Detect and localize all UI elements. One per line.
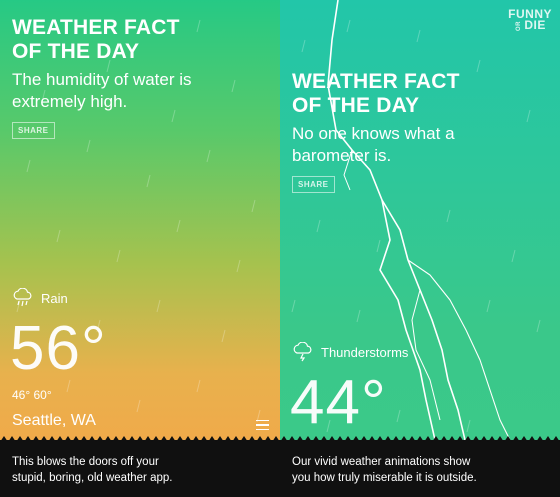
low-high-temps: 46° 60° <box>12 388 52 402</box>
fact-text: The humidity of water is extremely high. <box>12 69 192 113</box>
fact-title-line: OF THE DAY <box>292 94 420 117</box>
rain-cloud-icon <box>13 288 32 307</box>
logo-line: DIE <box>524 18 546 32</box>
storm-cloud-icon <box>293 342 312 362</box>
fact-text: No one knows what a barometer is. <box>292 123 455 167</box>
fact-text-line: barometer is. <box>292 146 392 165</box>
fact-title-line: WEATHER FACT <box>292 70 460 93</box>
logo-line: FUNNY <box>508 7 552 21</box>
temperature: 44° <box>290 368 387 437</box>
condition: Thunderstorms <box>292 342 408 362</box>
condition-label: Thunderstorms <box>321 344 409 360</box>
logo-small: OR <box>516 20 523 31</box>
weather-screen-rain: WEATHER FACT OF THE DAY The humidity of … <box>0 0 280 440</box>
menu-icon[interactable] <box>256 420 269 431</box>
share-button[interactable]: SHARE <box>12 122 55 139</box>
caption-line: stupid, boring, old weather app. <box>12 472 173 484</box>
fact-title: WEATHER FACT OF THE DAY <box>292 70 460 118</box>
fact-title-line: WEATHER FACT <box>12 16 180 39</box>
caption-bar: This blows the doors off your stupid, bo… <box>0 440 560 497</box>
location: Seattle, WA <box>12 412 96 429</box>
temperature: 56° <box>10 314 107 383</box>
condition-label: Rain <box>41 290 68 306</box>
fact-text-line: No one knows what a <box>292 124 455 143</box>
fact-text-line: extremely high. <box>12 92 128 111</box>
caption-line: Our vivid weather animations show <box>292 456 471 468</box>
caption-left: This blows the doors off your stupid, bo… <box>12 454 172 486</box>
weather-screen-thunderstorm: FUNNY OR DIE WEATHER FACT OF THE DAY No o… <box>280 0 560 440</box>
caption-right: Our vivid weather animations show you ho… <box>292 454 477 486</box>
zigzag-divider <box>0 436 560 442</box>
condition: Rain <box>12 288 68 308</box>
share-button[interactable]: SHARE <box>292 176 335 193</box>
funny-or-die-logo: FUNNY OR DIE <box>508 7 552 32</box>
fact-title-line: OF THE DAY <box>12 40 140 63</box>
fact-text-line: The humidity of water is <box>12 70 192 89</box>
caption-line: you how truly miserable it is outside. <box>292 472 477 484</box>
fact-title: WEATHER FACT OF THE DAY <box>12 16 180 64</box>
caption-line: This blows the doors off your <box>12 456 159 468</box>
